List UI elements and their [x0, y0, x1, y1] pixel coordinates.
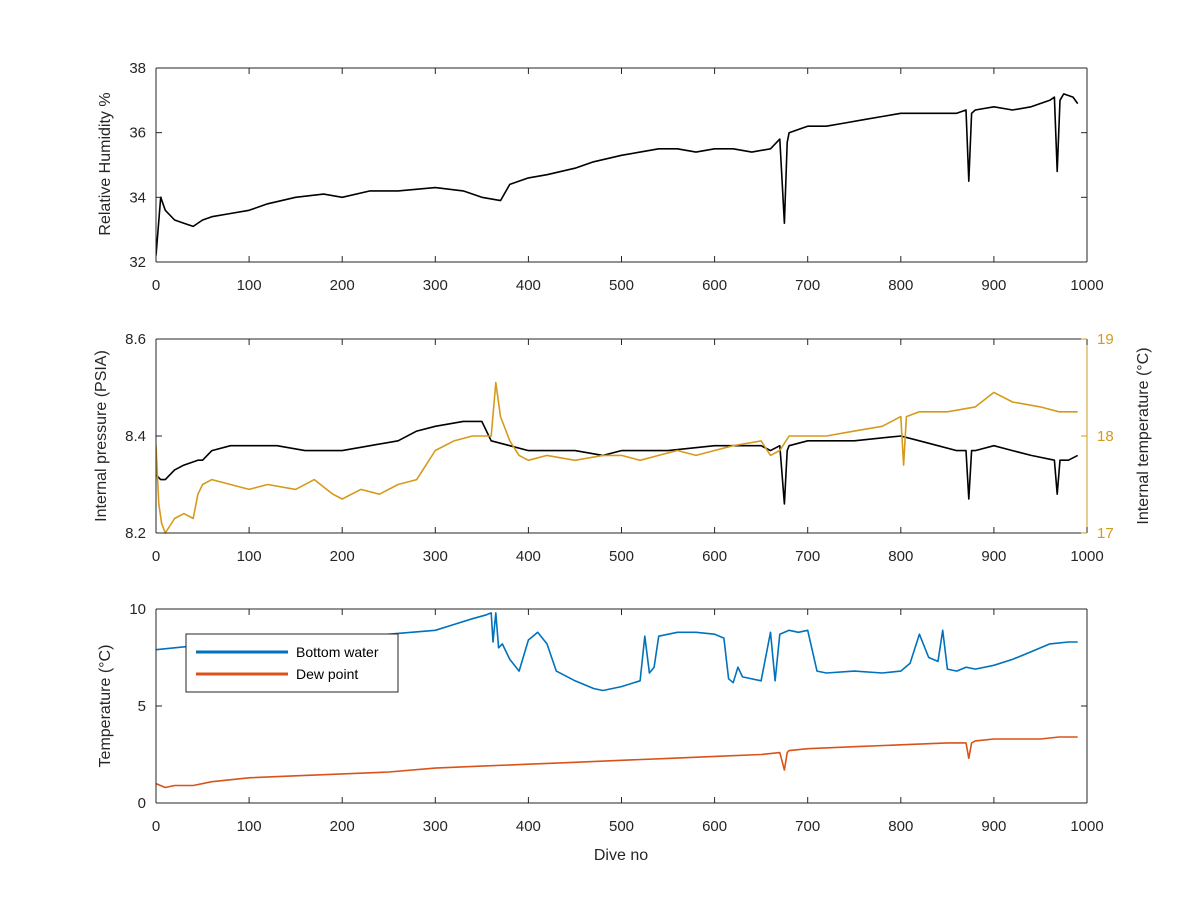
pressure-temp-x-tick-label: 300 [423, 548, 448, 565]
bottom-water-line [156, 612, 1078, 692]
temperature-x-tick-label: 200 [330, 818, 355, 835]
dew-point-line [156, 736, 1078, 789]
pressure-temp-series-1-line [156, 381, 1078, 534]
humidity-y-tick-label: 38 [129, 60, 146, 77]
humidity-y-tick-label: 36 [129, 125, 146, 142]
temperature-y-tick-label: 0 [138, 795, 146, 812]
pressure-temp-series-0-line [156, 420, 1079, 505]
pressure-temp-x-tick-label: 700 [795, 548, 820, 565]
temperature-x-tick-label: 900 [981, 818, 1006, 835]
humidity-plot-area [156, 68, 1087, 262]
humidity-x-tick-label: 200 [330, 277, 355, 294]
pressure-temp-right-y-tick-label: 18 [1097, 428, 1114, 445]
pressure-temp-right-y-tick-label: 19 [1097, 331, 1114, 348]
pressure-y-axis-label: Internal pressure (PSIA) [93, 350, 110, 522]
humidity-x-tick-label: 0 [152, 277, 160, 294]
humidity-y-tick-label: 34 [129, 189, 146, 206]
humidity-x-tick-label: 100 [237, 277, 262, 294]
humidity-x-tick-label: 1000 [1070, 277, 1103, 294]
legend-box [185, 633, 399, 693]
temperature-x-tick-label: 500 [609, 818, 634, 835]
temperature-x-tick-label: 600 [702, 818, 727, 835]
temperature-x-tick-label: 0 [152, 818, 160, 835]
humidity-x-tick-label: 700 [795, 277, 820, 294]
humidity-y-tick-label: 32 [129, 254, 146, 271]
temperature-x-tick-label: 800 [888, 818, 913, 835]
pressure-temp-x-tick-label: 900 [981, 548, 1006, 565]
humidity-x-tick-label: 400 [516, 277, 541, 294]
internal-temperature-y-axis-label: Internal temperature (°C) [1135, 347, 1152, 524]
pressure-temp-x-tick-label: 0 [152, 548, 160, 565]
pressure-temp-y-tick-label: 8.4 [125, 428, 146, 445]
temperature-panel: Temperature (°C) Dive no 0 100 200 300 400 50… [97, 601, 1104, 864]
humidity-x-tick-label: 900 [981, 277, 1006, 294]
humidity-x-tick-label: 300 [423, 277, 448, 294]
humidity-x-tick-label: 500 [609, 277, 634, 294]
temperature-y-tick-label: 5 [138, 698, 146, 715]
pressure-temp-plot-area [156, 339, 1087, 533]
humidity-x-tick-label: 800 [888, 277, 913, 294]
pressure-temp-x-tick-label: 400 [516, 548, 541, 565]
humidity-panel: Relative Humidity % 0 100 200 300 400 500 600 7… [97, 60, 1104, 294]
pressure-temp-x-tick-label: 600 [702, 548, 727, 565]
temperature-x-tick-label: 700 [795, 818, 820, 835]
temperature-x-tick-label: 300 [423, 818, 448, 835]
bottom-water-legend-label: Bottom water [296, 644, 379, 660]
pressure-temp-x-tick-label: 1000 [1070, 548, 1103, 565]
temperature-y-axis-label: Temperature (°C) [97, 645, 114, 768]
temperature-x-tick-label: 400 [516, 818, 541, 835]
pressure-temp-y-tick-label: 8.6 [125, 331, 146, 348]
humidity-y-axis-label: Relative Humidity % [97, 92, 114, 235]
humidity-series-0-line [156, 93, 1079, 256]
pressure-temp-right-y-tick-label: 17 [1097, 525, 1114, 542]
pressure-temperature-panel: Internal pressure (PSIA) Internal temper… [93, 331, 1152, 565]
pressure-temp-x-tick-label: 500 [609, 548, 634, 565]
pressure-temp-x-tick-label: 100 [237, 548, 262, 565]
pressure-temp-x-tick-label: 800 [888, 548, 913, 565]
pressure-temp-y-tick-label: 8.2 [125, 525, 146, 542]
temperature-y-tick-label: 10 [129, 601, 146, 618]
dive-no-x-axis-label: Dive no [594, 847, 648, 864]
temperature-x-tick-label: 100 [237, 818, 262, 835]
temperature-x-tick-label: 1000 [1070, 818, 1103, 835]
legend: Bottom water Dew point [185, 633, 399, 693]
dew-point-legend-label: Dew point [296, 666, 358, 682]
humidity-x-tick-label: 600 [702, 277, 727, 294]
pressure-temp-x-tick-label: 200 [330, 548, 355, 565]
